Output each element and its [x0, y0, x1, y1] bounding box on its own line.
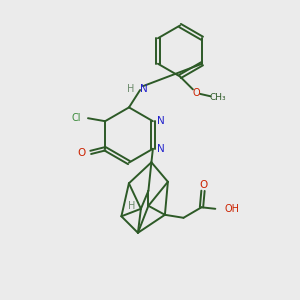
Text: N: N [158, 144, 165, 154]
Text: O: O [77, 148, 86, 158]
Text: CH₃: CH₃ [209, 93, 226, 102]
Text: H: H [128, 201, 136, 212]
Text: N: N [158, 116, 165, 126]
Text: O: O [193, 88, 200, 98]
Text: OH: OH [224, 204, 239, 214]
Text: N: N [140, 83, 148, 94]
Text: Cl: Cl [72, 113, 81, 123]
Text: O: O [199, 180, 207, 190]
Text: H: H [127, 83, 134, 94]
